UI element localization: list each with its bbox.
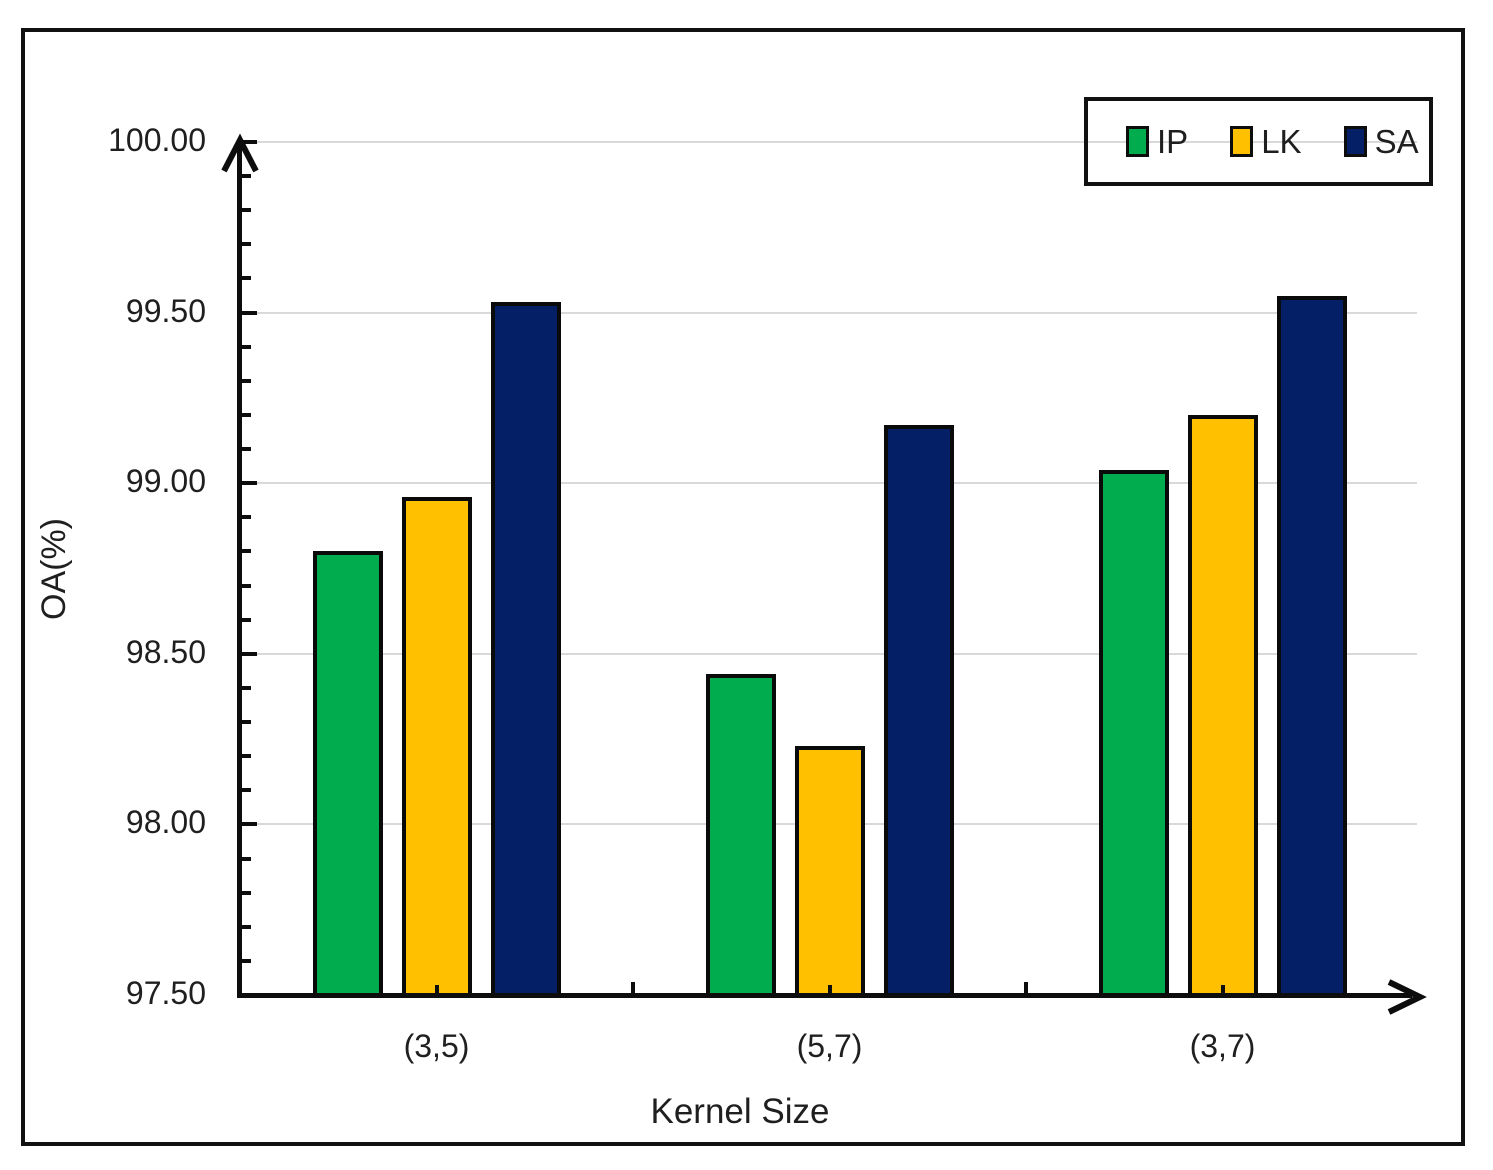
y-major-tick: [242, 822, 257, 827]
legend-label-lk: LK: [1261, 122, 1302, 160]
legend-item-lk: LK: [1230, 122, 1302, 161]
x-category-label: (3,5): [403, 1028, 470, 1064]
y-tick-label: 98.00: [125, 804, 206, 841]
x-center-tick: [434, 985, 439, 995]
y-minor-tick: [242, 583, 251, 588]
ip-swatch-icon: [1126, 126, 1149, 157]
y-minor-tick: [242, 174, 251, 179]
bar-lk-(3,5): [401, 496, 472, 997]
bar-ip-(3,7): [1098, 469, 1169, 997]
y-minor-tick: [242, 412, 251, 417]
y-major-tick: [242, 651, 257, 656]
bar-sa-(5,7): [883, 425, 954, 997]
y-tick-label: 99.50: [125, 292, 206, 329]
y-minor-tick: [242, 856, 251, 861]
y-minor-tick: [242, 890, 251, 895]
y-tick-label: 99.00: [125, 463, 206, 500]
y-major-tick: [242, 481, 257, 486]
y-minor-tick: [242, 685, 251, 690]
x-axis-title: Kernel Size: [650, 1092, 830, 1131]
y-minor-tick: [242, 924, 251, 929]
y-tick-label: 100.00: [108, 122, 206, 158]
bar-sa-(3,7): [1276, 295, 1347, 997]
x-boundary-tick: [1024, 982, 1028, 995]
y-minor-tick: [242, 515, 251, 520]
y-minor-tick: [242, 754, 251, 759]
x-center-tick: [827, 985, 832, 995]
y-axis-line: [237, 146, 242, 997]
y-tick-label: 98.50: [125, 633, 206, 670]
y-gridline: [240, 652, 1417, 655]
y-minor-tick: [242, 788, 251, 793]
y-axis-title: OA(%): [35, 518, 73, 620]
legend-item-sa: SA: [1343, 122, 1419, 161]
bar-sa-(3,5): [490, 302, 561, 997]
lk-swatch-icon: [1230, 126, 1254, 157]
y-minor-tick: [242, 720, 251, 725]
bar-ip-(3,5): [312, 551, 383, 997]
y-gridline: [240, 311, 1417, 314]
y-minor-tick: [242, 447, 251, 452]
y-minor-tick: [242, 242, 251, 247]
bar-lk-(5,7): [794, 745, 865, 997]
x-category-label: (5,7): [796, 1028, 863, 1064]
y-gridline: [240, 141, 1417, 143]
y-major-tick: [242, 310, 257, 315]
figure-border: [21, 28, 1465, 1146]
y-minor-tick: [242, 378, 251, 383]
x-category-label: (3,7): [1189, 1028, 1256, 1064]
y-minor-tick: [242, 208, 251, 213]
x-boundary-tick: [631, 982, 635, 995]
y-major-tick: [242, 140, 257, 144]
y-minor-tick: [242, 344, 251, 349]
bar-lk-(3,7): [1187, 414, 1258, 997]
y-minor-tick: [242, 549, 251, 554]
y-gridline: [240, 482, 1417, 485]
legend-item-ip: IP: [1126, 123, 1188, 161]
legend: IP LK SA: [1084, 97, 1433, 186]
y-minor-tick: [242, 617, 251, 622]
sa-swatch-icon: [1343, 126, 1367, 157]
x-center-tick: [1220, 985, 1225, 995]
legend-label-sa: SA: [1374, 122, 1419, 160]
y-minor-tick: [242, 276, 251, 281]
bar-ip-(5,7): [705, 674, 776, 997]
y-tick-label: 97.50: [125, 975, 206, 1011]
legend-label-ip: IP: [1157, 122, 1189, 160]
y-minor-tick: [242, 958, 251, 963]
x-axis-line: [237, 993, 1412, 998]
